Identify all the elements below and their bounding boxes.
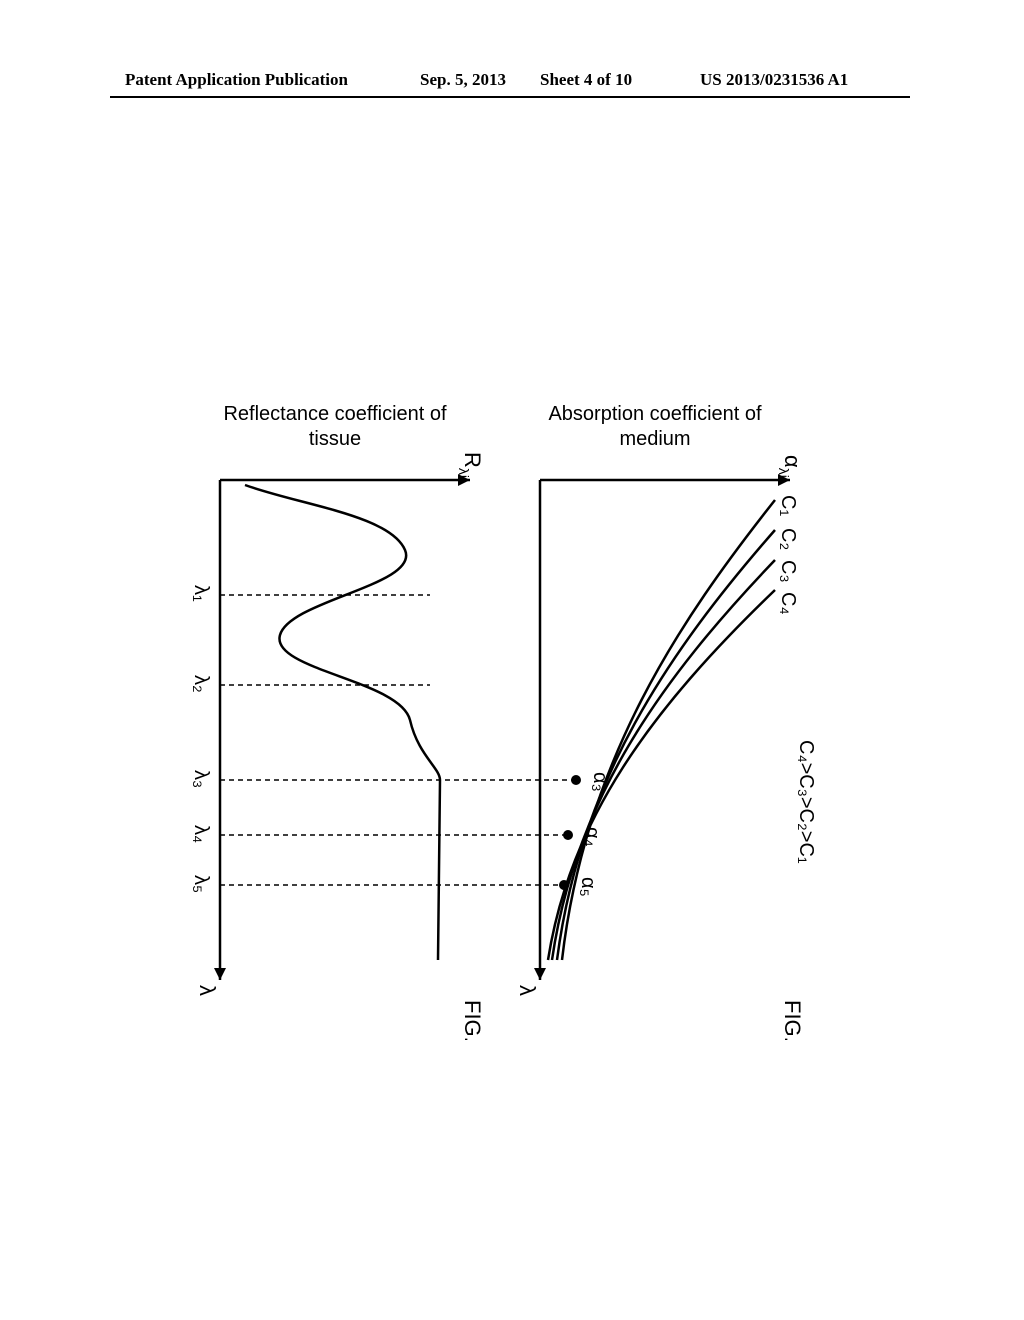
fig-label-3b: FIG. 3B <box>780 1000 805 1040</box>
x-tick-label: λ₃ <box>190 770 212 788</box>
y-axis-symbol-3b: αλi <box>776 455 805 478</box>
x-tick-label: λ₂ <box>190 675 212 693</box>
publication-date: Sep. 5, 2013 <box>420 70 506 90</box>
y-axis-title-3b-line2: medium <box>619 428 690 450</box>
reflectance-curve <box>245 485 440 960</box>
curve-label: C₃ <box>777 560 799 583</box>
x-tick-label: λ₁ <box>190 585 212 602</box>
panel-fig-3c: Rλi λ Reflectance coefficient of tissue … <box>190 403 485 1040</box>
inequality-label: C₄>C₃>C₂>C₁ <box>795 740 817 864</box>
curve-C4 <box>548 590 775 960</box>
figure-svg: αλi λ Absorption coefficient of medium C… <box>180 320 860 1040</box>
marker-label: α₅ <box>577 877 599 897</box>
page: Patent Application Publication Sep. 5, 2… <box>0 0 1024 1320</box>
marker-label: α₃ <box>589 772 611 792</box>
panel-fig-3b: αλi λ Absorption coefficient of medium C… <box>515 403 817 1040</box>
publication-type: Patent Application Publication <box>125 70 348 90</box>
x-axis-arrow-3c <box>214 968 226 980</box>
x-tick-label: λ₅ <box>190 875 212 893</box>
header-rule <box>110 96 910 98</box>
x-tick-label: λ₄ <box>190 825 212 843</box>
fig-label-3c: FIG. 3C <box>460 1000 485 1040</box>
curve-label: C₁ <box>777 495 799 516</box>
sheet-number: Sheet 4 of 10 <box>540 70 632 90</box>
marker-label: α₄ <box>581 827 603 847</box>
x-axis-symbol-3b: λ <box>515 985 540 996</box>
dashed-guides <box>220 595 576 885</box>
curve-label: C₂ <box>777 528 799 550</box>
curve-C3 <box>552 560 775 960</box>
y-axis-symbol-3c: Rλi <box>456 452 485 478</box>
y-axis-title-3b-line1: Absorption coefficient of <box>548 403 762 425</box>
y-axis-title-3c-line1: Reflectance coefficient of <box>223 403 447 425</box>
figure-area: αλi λ Absorption coefficient of medium C… <box>180 320 860 1040</box>
publication-number: US 2013/0231536 A1 <box>700 70 848 90</box>
curve-labels-3b: C₁ C₂ C₃ C₄ <box>777 495 799 615</box>
x-tick-labels-3c: λ₁ λ₂ λ₃ λ₄ λ₅ <box>190 585 212 893</box>
x-axis-symbol-3c: λ <box>195 985 220 996</box>
y-axis-title-3c-line2: tissue <box>309 428 361 450</box>
x-axis-arrow-3b <box>534 968 546 980</box>
curve-label: C₄ <box>777 592 799 615</box>
